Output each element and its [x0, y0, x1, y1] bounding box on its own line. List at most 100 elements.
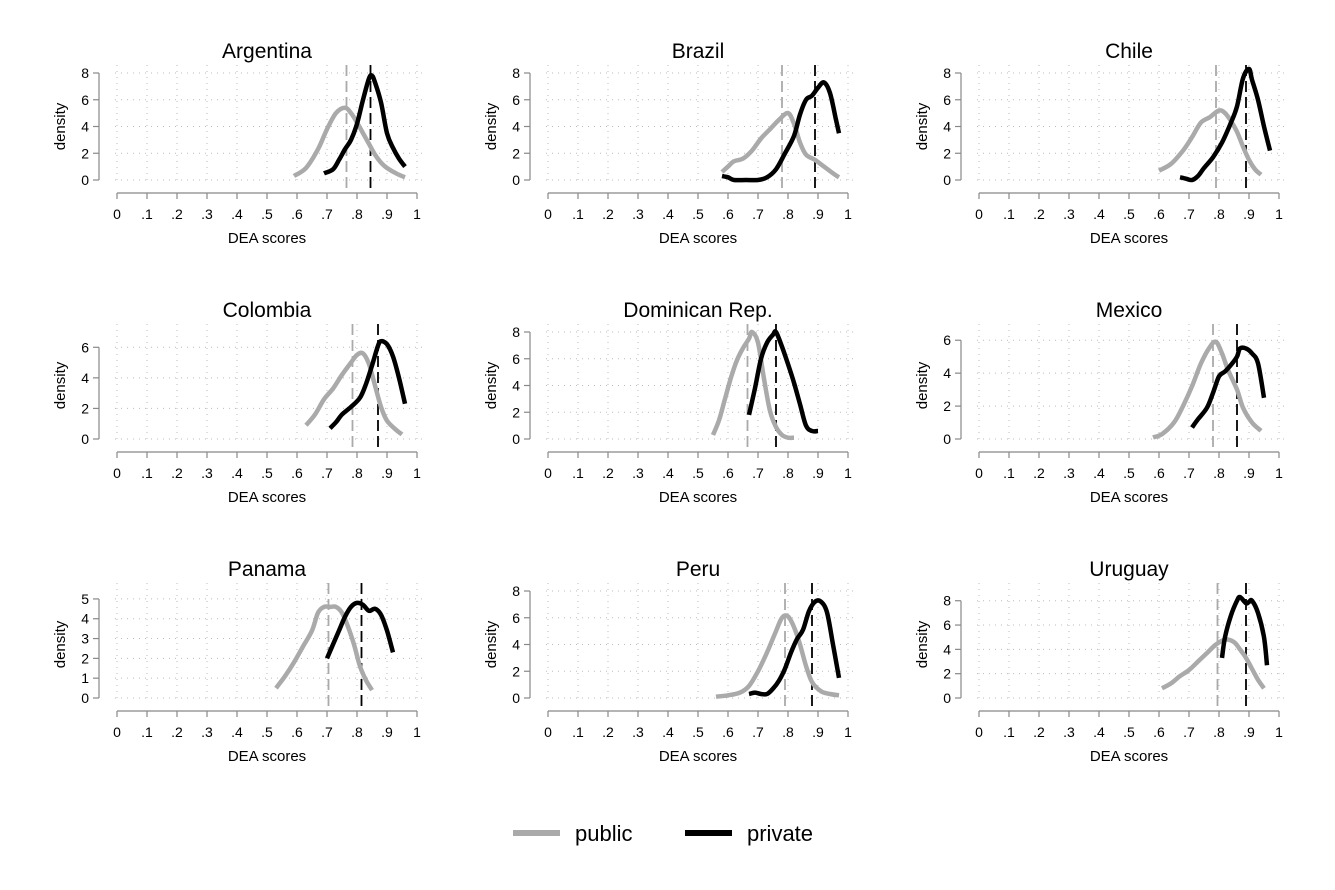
x-tick-label: .8	[351, 724, 363, 740]
x-tick-label: .5	[692, 465, 704, 481]
panel-title: Chile	[1105, 40, 1153, 63]
y-tick-label: 8	[512, 65, 520, 81]
y-tick-label: 0	[81, 172, 89, 188]
x-tick-label: .3	[1063, 465, 1075, 481]
panel-title: Uruguay	[1089, 558, 1169, 581]
x-tick-label: 1	[413, 465, 421, 481]
x-tick-label: 0	[113, 465, 121, 481]
y-tick-label: 0	[512, 172, 520, 188]
x-axis-label: DEA scores	[228, 489, 306, 506]
x-tick-label: .6	[722, 724, 734, 740]
x-tick-label: .2	[1033, 206, 1045, 222]
y-tick-label: 4	[81, 119, 89, 135]
x-tick-label: .3	[632, 724, 644, 740]
y-tick-label: 4	[81, 370, 89, 386]
panel-title: Mexico	[1096, 299, 1163, 322]
x-tick-label: 0	[113, 724, 121, 740]
x-tick-label: .3	[632, 465, 644, 481]
y-axis-label: density	[52, 102, 69, 150]
panels-grid: Argentina 0 2 4 6 8 density 0 .1 .2 .3 .4 .5 .6 .7 .8 .9…	[52, 40, 1289, 765]
panel-title: Dominican Rep.	[623, 299, 772, 322]
y-tick-label: 4	[512, 378, 520, 394]
panel-brazil: Brazil 0 2 4 6 8 density 0 .1 .2 .3 .4 .5 .6 .7 .8 .9 1 DE…	[483, 40, 858, 247]
x-tick-label: .4	[231, 465, 243, 481]
y-tick-label: 8	[81, 65, 89, 81]
x-tick-label: .2	[1033, 724, 1045, 740]
y-tick-label: 4	[943, 119, 951, 135]
x-tick-label: .6	[1153, 206, 1165, 222]
x-axis-label: DEA scores	[659, 230, 737, 247]
x-tick-label: .4	[1093, 465, 1105, 481]
x-tick-label: .6	[1153, 465, 1165, 481]
x-tick-label: .9	[812, 465, 824, 481]
x-tick-label: .1	[1003, 206, 1015, 222]
x-tick-label: .6	[722, 465, 734, 481]
x-tick-label: 0	[975, 724, 983, 740]
y-tick-label: 4	[512, 119, 520, 135]
y-tick-label: 1	[81, 670, 89, 686]
x-tick-label: .5	[261, 465, 273, 481]
panel-title: Brazil	[672, 40, 725, 63]
x-tick-label: .2	[1033, 465, 1045, 481]
x-tick-label: .4	[231, 724, 243, 740]
x-tick-label: .1	[1003, 465, 1015, 481]
x-tick-label: .4	[1093, 724, 1105, 740]
y-tick-label: 4	[81, 611, 89, 627]
x-tick-label: .3	[201, 206, 213, 222]
x-tick-label: .4	[231, 206, 243, 222]
x-tick-label: .6	[291, 724, 303, 740]
x-tick-label: .3	[1063, 206, 1075, 222]
panel-colombia: Colombia 0 2 4 6 density 0 .1 .2 .3 .4 .5 .6 .7 .8 .9 1 D…	[52, 299, 427, 506]
private-density-line	[324, 600, 396, 660]
x-tick-label: 1	[1275, 206, 1283, 222]
x-tick-label: 1	[844, 724, 852, 740]
x-tick-label: 1	[844, 465, 852, 481]
y-tick-label: 6	[943, 617, 951, 633]
y-tick-label: 2	[512, 663, 520, 679]
y-axis-label: density	[914, 102, 931, 150]
x-tick-label: .6	[1153, 724, 1165, 740]
x-tick-label: .5	[692, 724, 704, 740]
x-tick-label: 0	[544, 206, 552, 222]
x-tick-label: .8	[351, 206, 363, 222]
x-tick-label: .8	[782, 465, 794, 481]
y-axis-label: density	[483, 361, 500, 409]
y-tick-label: 0	[81, 690, 89, 706]
x-tick-label: .9	[1243, 206, 1255, 222]
panel-peru: Peru 0 2 4 6 8 density 0 .1 .2 .3 .4 .5 .6 .7 .8 .9 1 DEA …	[483, 558, 858, 765]
legend: public private	[513, 821, 813, 846]
panel-title: Panama	[228, 558, 307, 581]
x-tick-label: .5	[1123, 724, 1135, 740]
private-density-line	[746, 329, 819, 434]
y-tick-label: 0	[512, 690, 520, 706]
private-density-line	[1219, 594, 1270, 666]
panel-dominican-rep: Dominican Rep. 0 2 4 6 8 density 0 .1 .2 .3 .4 .5 .6.…	[483, 299, 858, 506]
x-tick-label: .3	[201, 465, 213, 481]
x-tick-label: .5	[1123, 465, 1135, 481]
x-tick-label: .3	[1063, 724, 1075, 740]
x-tick-label: .3	[201, 724, 213, 740]
x-tick-label: .7	[1183, 724, 1195, 740]
legend-public-label: public	[575, 821, 632, 846]
private-density-line	[328, 338, 408, 430]
private-density-line	[1179, 66, 1273, 183]
public-density-line	[1152, 339, 1263, 440]
x-axis-label: DEA scores	[1090, 489, 1168, 506]
x-tick-label: .1	[572, 724, 584, 740]
y-tick-label: 6	[943, 92, 951, 108]
y-tick-label: 0	[943, 690, 951, 706]
public-density-line	[304, 350, 404, 437]
x-tick-label: .2	[602, 206, 614, 222]
x-tick-label: .7	[1183, 206, 1195, 222]
y-tick-label: 0	[512, 431, 520, 447]
x-tick-label: .8	[1213, 206, 1225, 222]
x-tick-label: 0	[975, 465, 983, 481]
x-axis-label: DEA scores	[228, 748, 306, 765]
x-tick-label: .1	[141, 724, 153, 740]
y-tick-label: 2	[943, 398, 951, 414]
x-tick-label: 0	[544, 465, 552, 481]
y-tick-label: 2	[943, 666, 951, 682]
x-tick-label: .4	[1093, 206, 1105, 222]
panel-title: Peru	[676, 558, 720, 581]
